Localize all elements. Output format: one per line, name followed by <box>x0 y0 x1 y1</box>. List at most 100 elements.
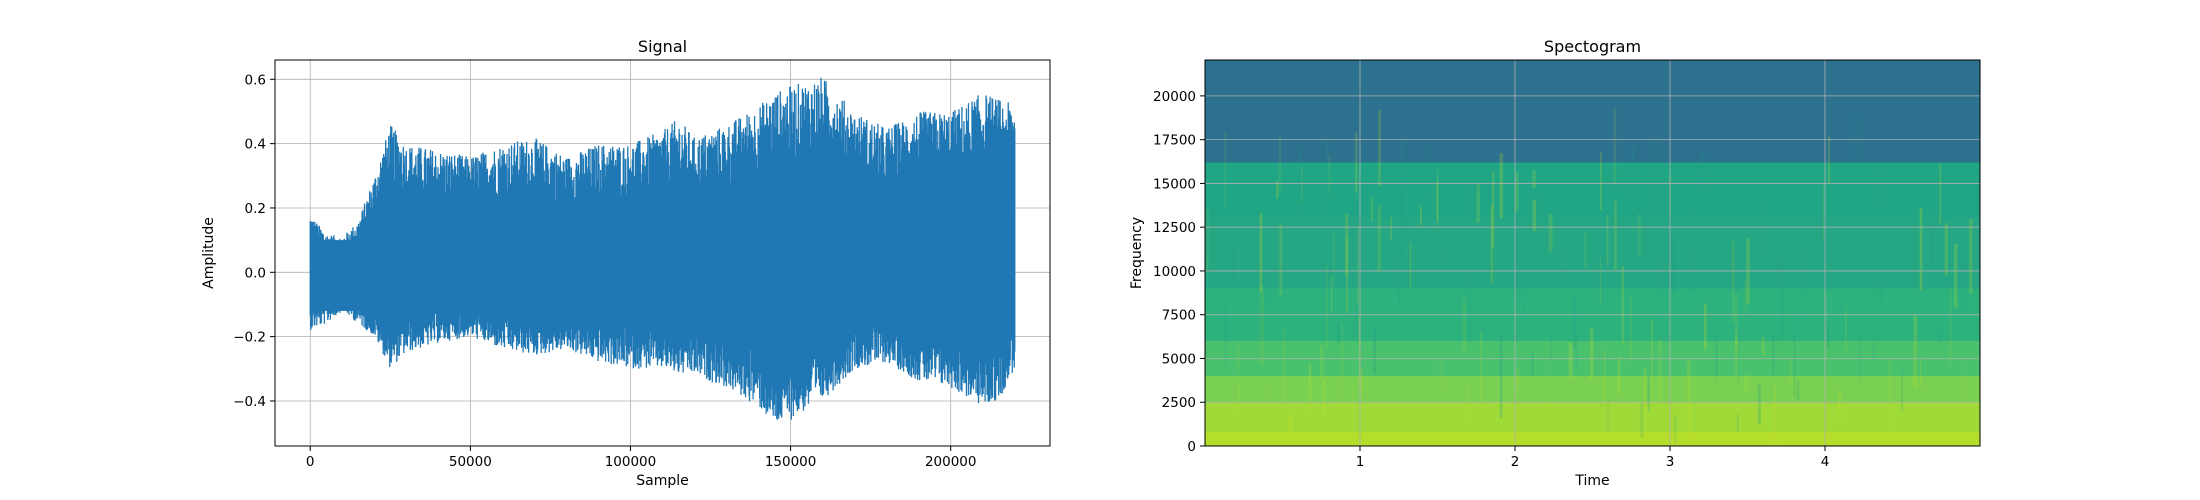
spectrogram-streak <box>1715 333 1718 377</box>
spectrogram-chart: Spectogram 1 2 3 4 0 2500 5000 7500 10000 12500 15… <box>1129 37 1981 489</box>
spectrogram-streak <box>1441 248 1445 266</box>
spectrogram-streak <box>1746 238 1750 304</box>
spectrogram-streak <box>1300 165 1303 203</box>
spectrogram-streak <box>1969 218 1973 294</box>
spectrogram-streak <box>1789 357 1793 384</box>
spectrogram-streak <box>1687 361 1691 439</box>
spectrogram-streak <box>1939 163 1942 224</box>
spectrogram-streak <box>1944 223 1948 276</box>
spectrogram-streak <box>1871 341 1876 360</box>
spectrogram-y-tick-label: 15000 <box>1153 176 1196 192</box>
spectrogram-streak <box>1878 167 1881 207</box>
spectrogram-streak <box>1499 335 1503 418</box>
spectrogram-streak <box>1599 258 1601 306</box>
spectrogram-streak <box>1371 198 1374 222</box>
spectrogram-streak <box>1279 224 1283 296</box>
spectrogram-streak <box>1621 265 1624 344</box>
spectrogram-streak <box>1358 316 1361 386</box>
spectrogram-y-tick-label: 17500 <box>1153 133 1196 149</box>
spectrogram-streak <box>1490 204 1493 284</box>
spectrogram-y-tick-label: 10000 <box>1153 264 1196 280</box>
spectrogram-streak <box>1631 145 1635 198</box>
spectrogram-streak <box>1761 337 1765 356</box>
spectrogram-streak <box>1278 135 1282 191</box>
spectrogram-streak <box>1772 330 1775 374</box>
spectrogram-streak <box>1523 289 1526 318</box>
spectrogram-streak <box>1600 152 1602 211</box>
spectrogram-streak <box>1499 153 1503 218</box>
spectrogram-streak <box>1476 184 1480 223</box>
signal-y-tick-label: 0.2 <box>245 201 266 217</box>
spectrogram-streak <box>1703 303 1707 350</box>
spectrogram-streak <box>1221 301 1225 335</box>
spectrogram-streak <box>1827 323 1830 349</box>
spectrogram-streak <box>1326 266 1328 351</box>
spectrogram-streak <box>1546 334 1548 380</box>
spectrogram-streak <box>1780 257 1784 341</box>
spectrogram-streak <box>1913 315 1918 388</box>
spectrogram-streak <box>1361 368 1363 398</box>
spectrogram-x-tick-label: 2 <box>1511 454 1520 470</box>
signal-y-axis-label: Amplitude <box>201 217 217 289</box>
spectrogram-x-tick-label: 4 <box>1821 454 1830 470</box>
spectrogram-streak <box>1929 210 1933 265</box>
spectrogram-streak <box>1436 180 1439 221</box>
signal-x-axis-label: Sample <box>636 473 689 489</box>
spectrogram-streak <box>1569 232 1571 259</box>
spectrogram-streak <box>1901 370 1903 412</box>
spectrogram-streak <box>1937 322 1940 344</box>
spectrogram-streak <box>1694 214 1696 269</box>
spectrogram-streak <box>1346 236 1348 314</box>
spectrogram-streak <box>1963 263 1967 308</box>
signal-y-tick-label: −0.4 <box>233 394 266 410</box>
spectrogram-streak <box>1207 208 1209 270</box>
spectrogram-streak <box>1328 154 1331 195</box>
spectrogram-grid <box>1205 60 1980 446</box>
spectrogram-streak <box>1265 382 1267 401</box>
spectrogram-streak <box>1320 345 1324 379</box>
spectrogram-streak <box>1734 293 1738 349</box>
spectrogram-streak <box>1336 323 1340 344</box>
spectrogram-streak <box>1674 416 1677 445</box>
spectrogram-streak <box>1350 386 1355 430</box>
spectrogram-streak <box>1326 140 1329 214</box>
spectrogram-streak <box>1532 170 1536 188</box>
spectrogram-streak <box>1878 274 1883 309</box>
spectrogram-streak <box>1462 298 1466 352</box>
spectrogram-streak <box>1820 207 1822 282</box>
spectrogram-streak <box>1647 376 1651 412</box>
spectrogram-y-tick-label: 7500 <box>1162 308 1196 324</box>
spectrogram-streak <box>1401 139 1405 217</box>
spectrogram-streak <box>1736 414 1739 433</box>
spectrogram-streak <box>1467 383 1470 426</box>
spectrogram-streak <box>1658 339 1663 401</box>
spectrogram-y-tick-label: 2500 <box>1162 395 1196 411</box>
spectrogram-streak <box>1855 117 1857 197</box>
spectrogram-y-tick-label: 12500 <box>1153 220 1196 236</box>
spectrogram-streak <box>1298 167 1302 210</box>
spectrogram-axes-frame <box>1204 59 1981 447</box>
spectrogram-x-tick-label: 1 <box>1356 454 1365 470</box>
spectrogram-streak <box>1815 291 1817 313</box>
spectrogram-streak <box>1700 154 1705 186</box>
spectrogram-streak <box>1639 403 1644 439</box>
spectrogram-streak <box>1606 215 1609 266</box>
spectrogram-streak <box>1224 307 1228 364</box>
spectrogram-streak <box>1341 323 1343 405</box>
spectrogram-streak <box>1688 246 1690 294</box>
spectrogram-streak <box>1516 369 1519 388</box>
spectrogram-streak <box>1614 200 1617 270</box>
spectrogram-streak <box>1606 403 1610 433</box>
spectrogram-streak <box>1568 342 1573 378</box>
spectrogram-streak <box>1283 327 1285 403</box>
signal-x-tick-label: 0 <box>306 454 315 470</box>
spectrogram-streak <box>1824 293 1828 361</box>
spectrogram-streak <box>1515 172 1519 211</box>
spectrogram-streak <box>1276 181 1279 199</box>
spectrogram-chart-title: Spectogram <box>1544 37 1641 56</box>
signal-x-tick-label: 50000 <box>449 454 492 470</box>
spectrogram-streak <box>1737 332 1740 386</box>
signal-y-tick-label: 0.6 <box>245 72 266 88</box>
spectrogram-streak <box>1420 206 1422 226</box>
